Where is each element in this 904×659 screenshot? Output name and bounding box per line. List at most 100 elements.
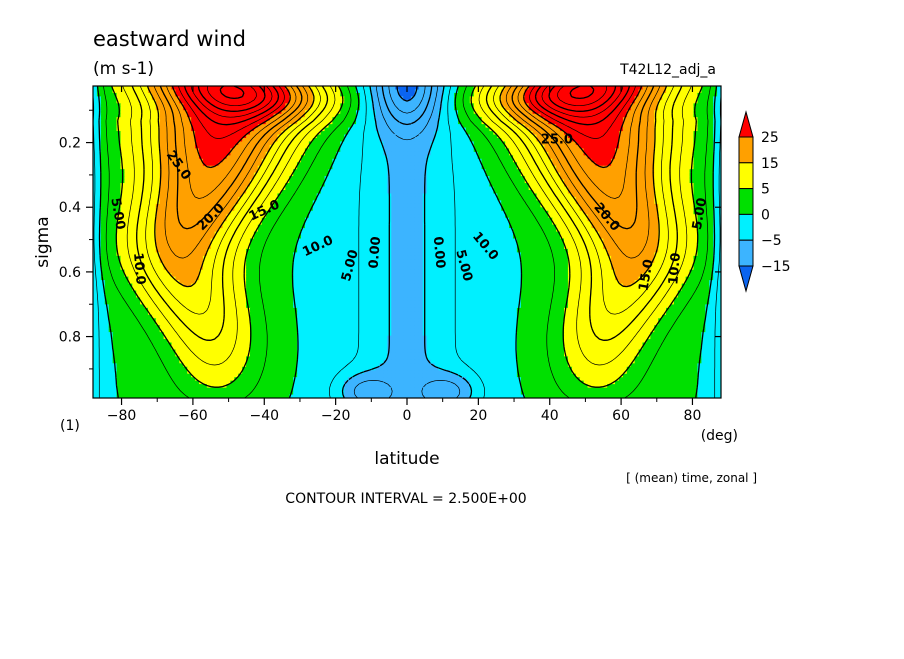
fill-cell <box>673 165 679 170</box>
fill-cell <box>151 169 157 174</box>
fill-cell <box>395 165 400 170</box>
fill-cell <box>681 148 687 153</box>
fill-cell <box>348 120 353 125</box>
fill-cell <box>493 165 498 170</box>
fill-cell <box>540 190 545 195</box>
fill-cell <box>230 92 235 97</box>
fill-cell <box>187 165 192 170</box>
fill-cell <box>100 151 106 156</box>
fill-cell <box>214 99 220 104</box>
fill-cell <box>371 99 377 104</box>
fill-cell <box>697 144 702 149</box>
fill-cell <box>104 99 110 104</box>
fill-cell <box>458 99 463 104</box>
fill-cell <box>654 127 659 132</box>
fill-cell <box>481 106 487 111</box>
fill-cell <box>693 158 699 163</box>
fill-cell <box>544 117 549 122</box>
fill-cell <box>481 103 487 108</box>
fill-cell <box>214 138 220 143</box>
fill-cell <box>238 131 243 136</box>
fill-cell <box>571 144 577 149</box>
fill-cell <box>281 169 286 174</box>
fill-cell <box>391 120 396 125</box>
fill-cell <box>505 127 510 132</box>
fill-cell <box>426 117 432 122</box>
fill-cell <box>253 96 259 101</box>
fill-cell <box>387 106 392 111</box>
fill-cell <box>332 113 337 118</box>
fill-cell <box>112 158 118 163</box>
fill-cell <box>387 131 392 136</box>
fill-cell <box>595 117 600 122</box>
fill-cell <box>144 186 149 191</box>
fill-cell <box>422 113 428 118</box>
fill-cell <box>564 110 569 115</box>
fill-cell <box>446 155 451 160</box>
fill-cell <box>571 172 577 177</box>
fill-cell <box>434 176 439 181</box>
fill-cell <box>151 96 157 101</box>
fill-cell <box>163 151 169 156</box>
fill-cell <box>442 124 447 129</box>
fill-cell <box>536 183 542 188</box>
fill-cell <box>367 138 373 143</box>
fill-cell <box>536 148 542 153</box>
fill-cell <box>214 169 220 174</box>
fill-cell <box>238 99 243 104</box>
fill-cell <box>104 165 110 170</box>
fill-cell <box>253 89 259 94</box>
fill-cell <box>128 169 133 174</box>
fill-cell <box>136 179 141 184</box>
fill-cell <box>595 99 600 104</box>
fill-cell <box>548 176 553 181</box>
fill-cell <box>226 120 231 125</box>
fill-cell <box>567 89 573 94</box>
fill-cell <box>308 172 314 177</box>
fill-cell <box>187 144 192 149</box>
fill-cell <box>528 190 534 195</box>
fill-cell <box>461 141 467 146</box>
fill-cell <box>630 141 636 146</box>
fill-cell <box>564 176 569 181</box>
fill-cell <box>410 96 416 101</box>
fill-cell <box>422 99 428 104</box>
fill-cell <box>312 138 318 143</box>
fill-cell <box>666 169 671 174</box>
fill-cell <box>583 183 589 188</box>
fill-cell <box>458 134 463 139</box>
fill-cell <box>308 106 314 111</box>
fill-cell <box>320 144 326 149</box>
fill-cell <box>120 103 125 108</box>
fill-cell <box>450 172 455 177</box>
fill-cell <box>591 131 596 136</box>
fill-cell <box>587 103 593 108</box>
fill-cell <box>646 186 651 191</box>
fill-cell <box>332 179 337 184</box>
fill-cell <box>567 179 573 184</box>
fill-cell <box>93 172 98 177</box>
fill-cell <box>269 151 275 156</box>
fill-cell <box>481 124 487 129</box>
fill-cell <box>618 179 624 184</box>
fill-cell <box>469 134 475 139</box>
fill-cell <box>250 183 255 188</box>
fill-cell <box>548 92 553 97</box>
fill-cell <box>426 169 432 174</box>
fill-cell <box>179 131 184 136</box>
fill-cell <box>497 176 502 181</box>
fill-cell <box>265 106 271 111</box>
fill-cell <box>379 124 385 129</box>
fill-cell <box>717 155 721 160</box>
fill-cell <box>399 134 404 139</box>
fill-cell <box>147 176 153 181</box>
fill-cell <box>179 89 184 94</box>
fill-cell <box>93 124 98 129</box>
fill-cell <box>147 86 153 91</box>
fill-cell <box>540 113 545 118</box>
fill-cell <box>591 127 596 132</box>
fill-cell <box>391 103 396 108</box>
fill-cell <box>681 165 687 170</box>
fill-cell <box>328 141 334 146</box>
